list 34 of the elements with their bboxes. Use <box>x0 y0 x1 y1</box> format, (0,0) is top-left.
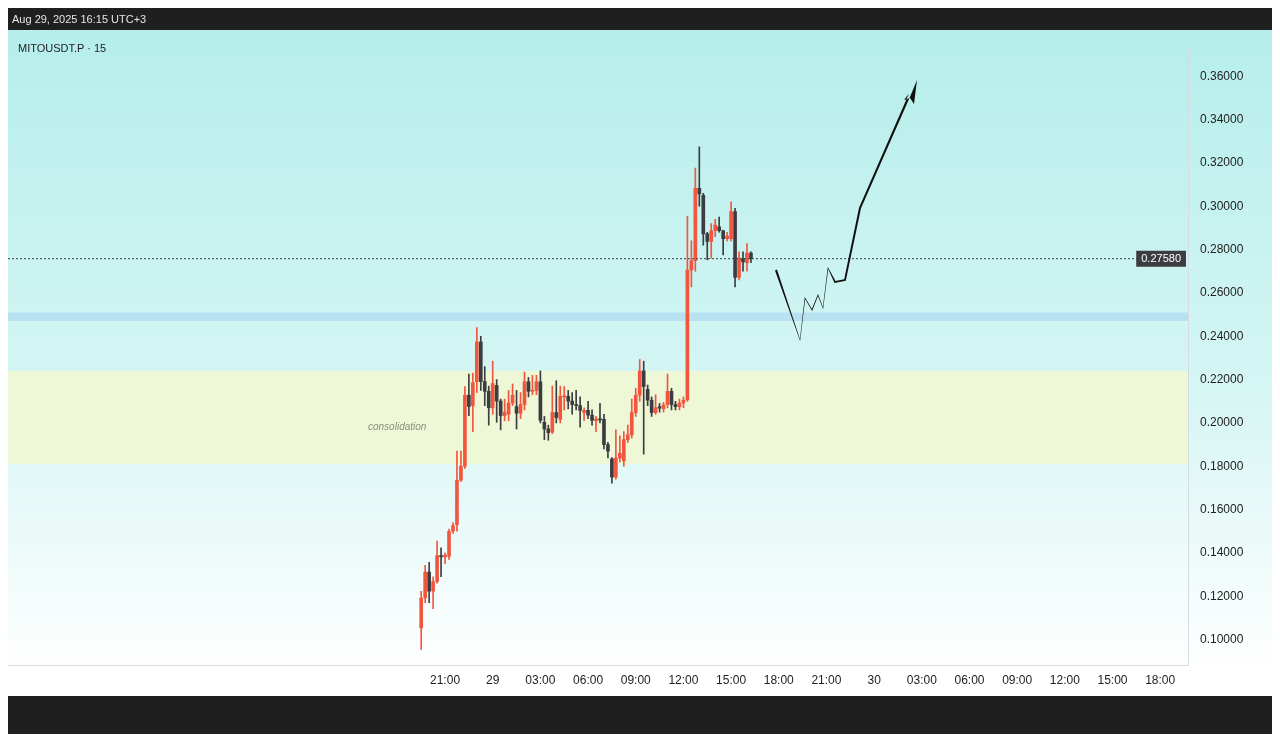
x-tick-label: 30 <box>867 673 882 688</box>
x-tick-label: 12:00 <box>1049 673 1081 688</box>
x-tick-label: 06:00 <box>954 673 985 688</box>
y-tick-label: 0.22000 <box>1200 371 1244 386</box>
x-tick-label: 09:00 <box>620 673 652 688</box>
x-tick-label: 06:00 <box>573 673 604 688</box>
chart-title: MITOUSDT.P · 15 <box>18 42 107 54</box>
y-tick-label: 0.32000 <box>1200 155 1244 170</box>
x-tick-label: 29 <box>486 673 500 688</box>
band-label: consolidation <box>368 421 427 433</box>
x-tick-label: 09:00 <box>1002 673 1033 688</box>
y-tick-label: 0.30000 <box>1200 198 1244 213</box>
y-tick-label: 0.10000 <box>1200 631 1244 646</box>
y-tick-label: 0.20000 <box>1200 415 1244 430</box>
y-tick-label: 0.26000 <box>1200 285 1244 300</box>
x-tick-label: 15:00 <box>1097 673 1128 688</box>
x-tick-label: 03:00 <box>906 673 938 688</box>
x-tick-label: 18:00 <box>1145 673 1176 688</box>
y-tick-label: 0.28000 <box>1200 241 1244 256</box>
x-tick-label: 15:00 <box>716 673 747 688</box>
y-tick-label: 0.36000 <box>1200 68 1244 83</box>
y-tick-label: 0.18000 <box>1200 458 1244 473</box>
ref-line-label: 0.27580 <box>1141 251 1181 264</box>
y-tick-label: 0.12000 <box>1200 588 1244 603</box>
y-tick-label: 0.14000 <box>1200 545 1244 560</box>
x-tick-label: 18:00 <box>763 673 795 688</box>
y-tick-label: 0.24000 <box>1200 328 1244 343</box>
x-tick-label: 21:00 <box>430 673 461 688</box>
y-tick-label: 0.16000 <box>1200 501 1244 516</box>
y-tick-label: 0.34000 <box>1200 111 1244 126</box>
x-tick-label: 03:00 <box>525 673 556 688</box>
x-tick-label: 12:00 <box>668 673 699 688</box>
x-tick-label: 21:00 <box>811 673 842 688</box>
chart-subtitle: Aug 29, 2025 16:15 UTC+3 <box>11 12 148 27</box>
